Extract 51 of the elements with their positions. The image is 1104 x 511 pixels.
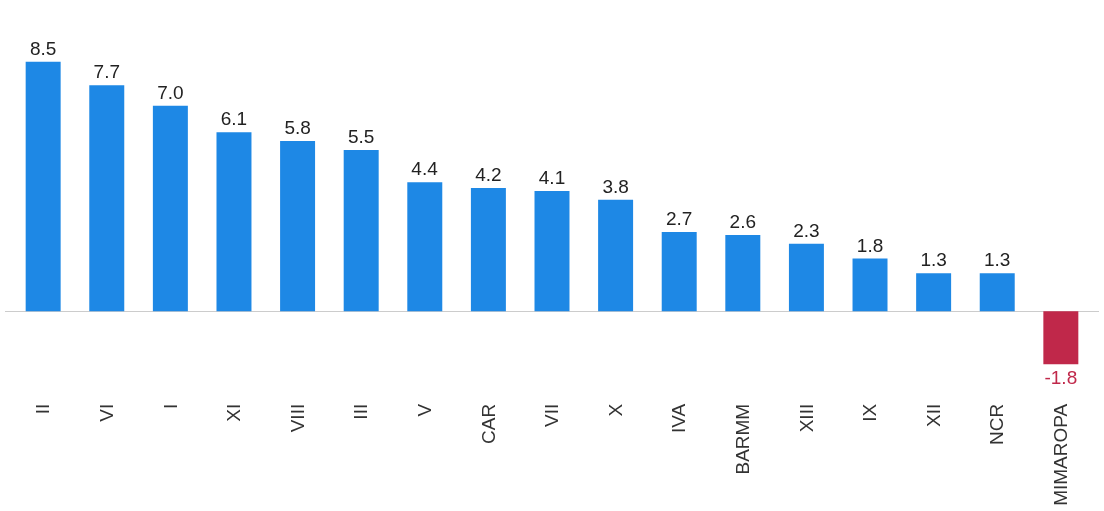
x-tick-label: NCR <box>986 403 1008 445</box>
data-label: 2.3 <box>793 219 820 241</box>
x-tick-label: VII <box>541 403 563 428</box>
bar <box>152 105 188 312</box>
x-tick-label: XIII <box>795 403 817 433</box>
bar <box>598 199 634 312</box>
x-tick-label: I <box>159 403 181 410</box>
x-tick-label: IVA <box>668 403 690 434</box>
x-tick-label: X <box>604 403 626 417</box>
bar <box>534 190 570 312</box>
data-label: 5.5 <box>347 125 375 147</box>
bar <box>470 188 506 312</box>
bar <box>725 235 761 312</box>
bar <box>788 243 824 312</box>
x-tick-label: BARMM <box>731 403 753 475</box>
data-label: 1.3 <box>920 249 947 271</box>
data-label: -1.8 <box>1044 367 1078 389</box>
data-label: 3.8 <box>602 175 629 197</box>
bar <box>1043 311 1079 365</box>
data-label: 7.7 <box>93 61 120 83</box>
bar <box>25 61 61 312</box>
x-tick-label: III <box>350 403 372 420</box>
data-label: 2.7 <box>666 208 693 230</box>
x-tick-label: V <box>413 403 435 417</box>
bar <box>852 258 888 312</box>
data-label: 4.2 <box>475 164 502 186</box>
x-tick-label: CAR <box>477 403 499 444</box>
x-tick-label: VI <box>95 403 117 422</box>
bar <box>407 182 443 312</box>
x-tick-label: II <box>32 403 54 415</box>
bar <box>661 232 697 312</box>
bar <box>343 149 379 312</box>
bar <box>280 141 316 312</box>
bar <box>89 85 125 312</box>
x-tick-label: IX <box>859 403 881 422</box>
x-tick-label: XII <box>922 403 944 428</box>
x-tick-label: XI <box>223 403 245 422</box>
data-label: 4.1 <box>538 166 566 188</box>
data-label: 1.3 <box>984 249 1011 271</box>
bar <box>216 132 252 312</box>
data-label: 6.1 <box>220 108 248 130</box>
data-label: 7.0 <box>157 81 184 103</box>
data-label: 1.8 <box>856 234 884 256</box>
bar <box>979 273 1015 312</box>
x-tick-label: VIII <box>286 403 308 433</box>
data-label: 8.5 <box>29 37 57 59</box>
bar <box>916 273 952 312</box>
x-tick-label: MIMAROPA <box>1050 403 1072 506</box>
data-label: 4.4 <box>411 158 439 180</box>
data-label: 5.8 <box>284 117 311 139</box>
data-label: 2.6 <box>729 211 757 233</box>
